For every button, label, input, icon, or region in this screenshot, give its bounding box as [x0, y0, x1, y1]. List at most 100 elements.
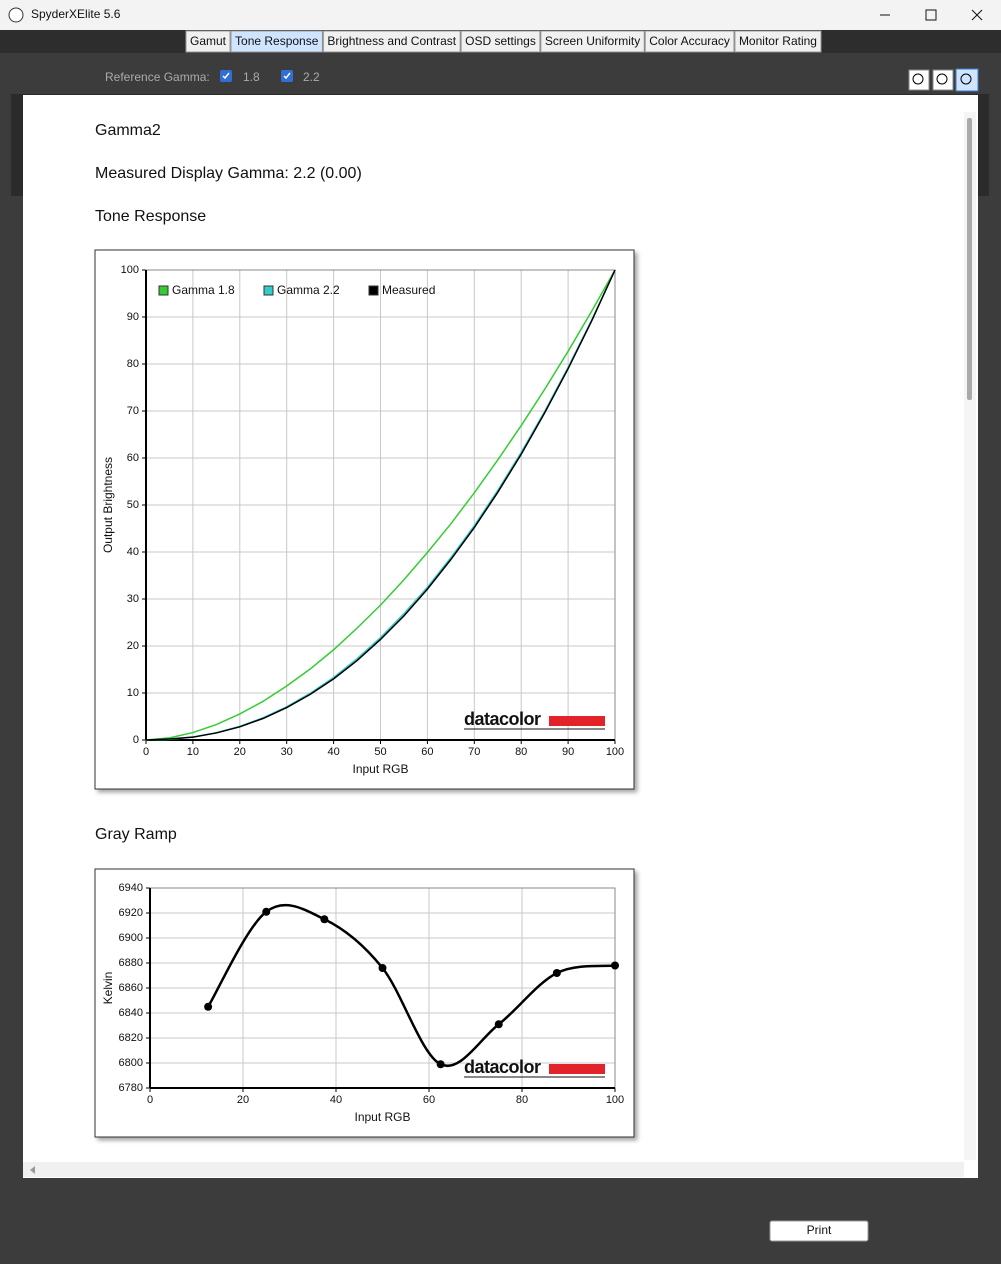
tab[interactable] — [230, 30, 323, 53]
watermark-bar — [549, 716, 605, 726]
print-button[interactable] — [769, 1220, 869, 1242]
y-tick-label: 30 — [127, 593, 139, 605]
y-tick-label: 20 — [127, 640, 139, 652]
data-point — [320, 915, 329, 924]
legend-swatch — [368, 285, 379, 296]
y-tick-label: 6920 — [119, 907, 143, 919]
check — [283, 72, 291, 80]
legend-swatch — [158, 285, 169, 296]
tab[interactable] — [322, 30, 461, 53]
x-tick-label: 80 — [515, 746, 527, 758]
chart-frame — [94, 249, 635, 790]
y-tick-label: 6820 — [119, 1032, 143, 1044]
title-bar — [0, 0, 1001, 30]
icon — [936, 73, 948, 85]
x-axis-label: Input RGB — [352, 762, 408, 776]
gamma-option: 1.8 — [243, 70, 260, 84]
y-tick-label: 80 — [127, 358, 139, 370]
tab[interactable] — [185, 30, 231, 53]
y-tick-label: 6900 — [119, 932, 143, 944]
y-tick-label: 0 — [133, 734, 139, 746]
scroll-arrow[interactable] — [30, 1166, 35, 1174]
print-label[interactable]: Print — [807, 1223, 832, 1237]
h-scrollbar[interactable] — [23, 1162, 964, 1177]
data-point — [262, 907, 271, 916]
chart-frame — [94, 868, 635, 1138]
tab-label[interactable]: Tone Response — [235, 34, 319, 48]
x-tick-label: 0 — [147, 1094, 153, 1106]
series-line — [145, 269, 616, 741]
tab[interactable] — [734, 30, 822, 53]
zoom-tools — [908, 68, 979, 92]
tab-label[interactable]: Brightness and Contrast — [327, 34, 456, 48]
report-heading: Gamma2 — [95, 122, 161, 139]
x-tick-label: 0 — [143, 746, 149, 758]
y-tick-label: 60 — [127, 452, 139, 464]
section-title: Tone Response — [95, 208, 206, 225]
x-tick-label: 50 — [374, 746, 386, 758]
close-button[interactable] — [971, 9, 983, 21]
y-tick-label: 6840 — [119, 1007, 143, 1019]
x-tick-label: 80 — [516, 1094, 528, 1106]
watermark: datacolor — [464, 1057, 541, 1077]
y-tick-label: 100 — [121, 264, 139, 276]
y-tick-label: 70 — [127, 405, 139, 417]
y-tick-label: 6780 — [119, 1082, 143, 1094]
series-line — [145, 269, 616, 741]
x-tick-label: 90 — [562, 746, 574, 758]
gamma-option: 2.2 — [303, 70, 320, 84]
x-tick-label: 10 — [187, 746, 199, 758]
x-tick-label: 20 — [237, 1094, 249, 1106]
x-tick-label: 100 — [606, 1094, 624, 1106]
data-point — [378, 964, 387, 972]
tab-label[interactable]: Monitor Rating — [739, 34, 817, 48]
zoom-in[interactable] — [908, 69, 930, 91]
y-tick-label: 6940 — [119, 882, 143, 894]
tab-label[interactable]: Screen Uniformity — [545, 34, 640, 48]
y-tick-label: 10 — [127, 687, 139, 699]
data-point — [611, 961, 619, 970]
window-title: SpyderXElite 5.6 — [31, 7, 121, 21]
x-tick-label: 70 — [468, 746, 480, 758]
x-tick-label: 60 — [421, 746, 433, 758]
y-tick-label: 90 — [127, 311, 139, 323]
x-tick-label: 100 — [606, 746, 624, 758]
x-tick-label: 60 — [423, 1094, 435, 1106]
x-tick-label: 30 — [281, 746, 293, 758]
y-tick-label: 6800 — [119, 1057, 143, 1069]
legend-label: Gamma 2.2 — [277, 283, 340, 297]
data-point — [552, 969, 561, 977]
measured-gamma: Measured Display Gamma: 2.2 (0.00) — [95, 165, 362, 182]
section-title: Gray Ramp — [95, 826, 177, 843]
x-axis-label: Input RGB — [354, 1110, 410, 1124]
y-tick-label: 6860 — [119, 982, 143, 994]
tab[interactable] — [644, 30, 735, 53]
tab-label[interactable]: Color Accuracy — [649, 34, 730, 48]
maximize-button[interactable] — [925, 9, 937, 21]
watermark: datacolor — [464, 709, 541, 729]
tab-label[interactable]: OSD settings — [465, 34, 536, 48]
charts: 0 10 20 30 40 50 60 70 80 90 100 0 10 20 30 40 50 60 70 80 9… — [101, 264, 624, 1124]
y-axis-label: Output Brightness — [101, 457, 115, 553]
app-icon — [8, 7, 24, 23]
reference-gamma-label: Reference Gamma: — [105, 70, 210, 84]
zoom-out[interactable] — [932, 69, 954, 91]
watermark-bar — [549, 1064, 605, 1074]
data-point — [204, 1002, 213, 1011]
data-point — [494, 1020, 503, 1029]
y-axis-label: Kelvin — [101, 972, 115, 1005]
icon — [912, 73, 924, 85]
legend-label: Gamma 1.8 — [172, 283, 235, 297]
y-tick-label: 40 — [127, 546, 139, 558]
legend-label: Measured — [382, 283, 435, 297]
zoom-fit[interactable] — [955, 68, 979, 92]
x-tick-label: 40 — [330, 1094, 342, 1106]
tab[interactable] — [540, 30, 645, 53]
y-tick-label: 6880 — [119, 957, 143, 969]
tab[interactable] — [460, 30, 541, 53]
tab-label[interactable]: Gamut — [190, 34, 227, 48]
icon — [960, 73, 972, 85]
v-scroll-thumb[interactable] — [967, 118, 972, 400]
